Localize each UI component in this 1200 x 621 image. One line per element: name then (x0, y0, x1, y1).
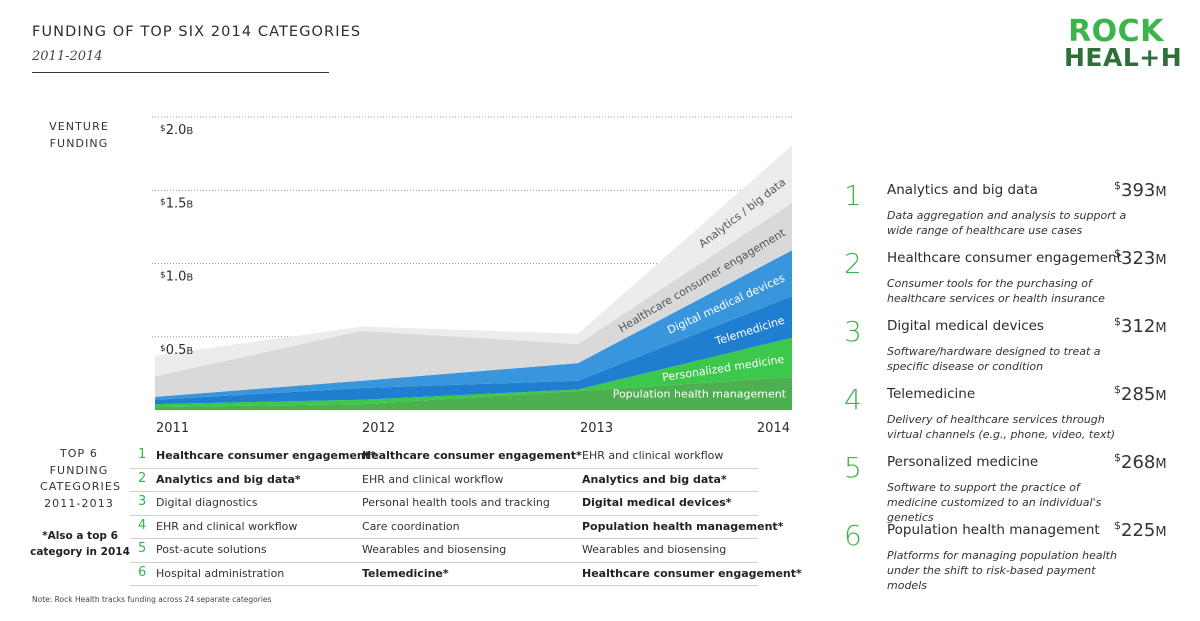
table-cell-2012: EHR and clinical workflow (362, 472, 504, 486)
ranking-number: 6 (844, 519, 862, 552)
series-label: Population health management (613, 388, 787, 401)
stacked-area-chart: Population health managementPersonalized… (152, 116, 792, 436)
ranking-amount: $323M (1114, 247, 1167, 269)
ranking-title: Population health management (887, 522, 1100, 538)
y-tick-labels: $0.5B $1.0B $1.5B $2.0B (160, 123, 193, 358)
table-cell-2013: Healthcare consumer engagement* (582, 566, 802, 580)
ranking-number: 1 (844, 179, 862, 212)
ranking-description: Platforms for managing population health… (887, 549, 1117, 592)
area-analytics-big-data (155, 145, 792, 377)
footnote: Note: Rock Health tracks funding across … (32, 595, 272, 604)
y-axis-header: VENTURE FUNDING (49, 120, 109, 150)
ranking-number: 4 (844, 383, 862, 416)
ranking-amount: $393M (1114, 179, 1167, 201)
table-cell-2013: Analytics and big data* (582, 472, 727, 486)
table-cell-2012: Wearables and biosensing (362, 543, 507, 556)
area-personalized-medicine (155, 337, 792, 408)
y-tick-label: $1.5B (160, 196, 193, 211)
table-rank: 3 (138, 494, 147, 509)
logo-line-2: HEAL+H (1064, 42, 1183, 72)
area-digital-medical-devices (155, 250, 792, 400)
ranking-description: Software to support the practice of medi… (887, 481, 1102, 524)
y-tick-label: $1.0B (160, 270, 193, 285)
table-cell-2011: Digital diagnostics (156, 496, 258, 509)
x-tick-labels: 2011 2012 2013 2014 (156, 421, 790, 436)
y-tick-label: $0.5B (160, 343, 193, 358)
title-rule (32, 72, 329, 73)
table-cell-2012: Personal health tools and tracking (362, 496, 550, 509)
y-tick-label: $2.0B (160, 123, 193, 138)
table-header: TOP 6 FUNDING CATEGORIES 2011-2013 (40, 447, 122, 510)
ranking-amount: $268M (1114, 451, 1167, 473)
table-rank: 6 (138, 564, 147, 580)
table-cell-2013: Population health management* (582, 519, 784, 533)
table-cell-2013: Digital medical devices* (582, 496, 732, 509)
area-population-health-management (155, 377, 792, 410)
area-telemedicine (155, 296, 792, 405)
rock-health-logo: ROCK HEAL+H (1064, 14, 1183, 72)
x-tick-label: 2014 (757, 421, 790, 436)
table-rank: 2 (138, 470, 147, 486)
table-rank: 4 (138, 517, 147, 533)
ranking-title: Telemedicine (887, 386, 976, 402)
table-cell-2011: Post-acute solutions (156, 543, 267, 556)
table-cell-2012: Telemedicine* (362, 566, 449, 580)
table-row: 2 Analytics and big data* EHR and clinical… (130, 468, 758, 492)
table-cell-2013: EHR and clinical workflow (582, 449, 724, 462)
ranking-title: Digital medical devices (887, 318, 1044, 334)
chart-subtitle: 2011-2014 (32, 49, 103, 64)
table-cell-2011: EHR and clinical workflow (156, 519, 298, 533)
table-cell-2011: Analytics and big data* (156, 472, 301, 486)
table-row: 3 Digital diagnostics Personal health tool… (130, 491, 758, 516)
chart-title: FUNDING OF TOP SIX 2014 CATEGORIES (32, 24, 362, 40)
area-healthcare-consumer-engagement (155, 202, 792, 397)
ranking-number: 3 (844, 315, 862, 348)
ranking-amount: $225M (1114, 519, 1167, 541)
logo-line-1: ROCK (1068, 14, 1164, 49)
table-row: 4 EHR and clinical workflow Care coordinat… (130, 515, 783, 539)
table-cell-2012: Care coordination (362, 519, 460, 533)
ranking-amount: $312M (1114, 315, 1167, 337)
table-row: 1 Healthcare consumer engagement* Healthca… (130, 444, 758, 469)
table-cell-2011: Healthcare consumer engagement* (156, 449, 376, 462)
area-series (155, 145, 792, 410)
table-rank: 5 (138, 541, 147, 556)
ranking-title: Healthcare consumer engagement (887, 250, 1122, 266)
table-row: 6 Hospital administration Telemedicine* Hea… (130, 562, 802, 586)
table-cell-2013: Wearables and biosensing (582, 543, 727, 556)
table-rank: 1 (138, 447, 147, 462)
ranking-description: Software/hardware designed to treat a sp… (887, 345, 1101, 373)
ranking-number: 2 (844, 247, 862, 280)
table-cell-2012: Healthcare consumer engagement* (362, 449, 582, 462)
table-row: 5 Post-acute solutions Wearables and biose… (130, 538, 758, 563)
ranking-description: Consumer tools for the purchasing of hea… (887, 277, 1105, 305)
x-tick-label: 2012 (362, 421, 395, 436)
table-cell-2011: Hospital administration (156, 566, 285, 580)
table-note: *Also a top 6 category in 2014 (30, 530, 130, 558)
ranking-title: Analytics and big data (887, 182, 1038, 198)
ranking-number: 5 (844, 451, 862, 484)
ranking-title: Personalized medicine (887, 454, 1039, 470)
ranking-amount: $285M (1114, 383, 1167, 405)
x-tick-label: 2011 (156, 421, 189, 436)
ranking-description: Delivery of healthcare services through … (887, 413, 1116, 441)
x-tick-label: 2013 (580, 421, 613, 436)
ranking-description: Data aggregation and analysis to support… (887, 209, 1127, 237)
